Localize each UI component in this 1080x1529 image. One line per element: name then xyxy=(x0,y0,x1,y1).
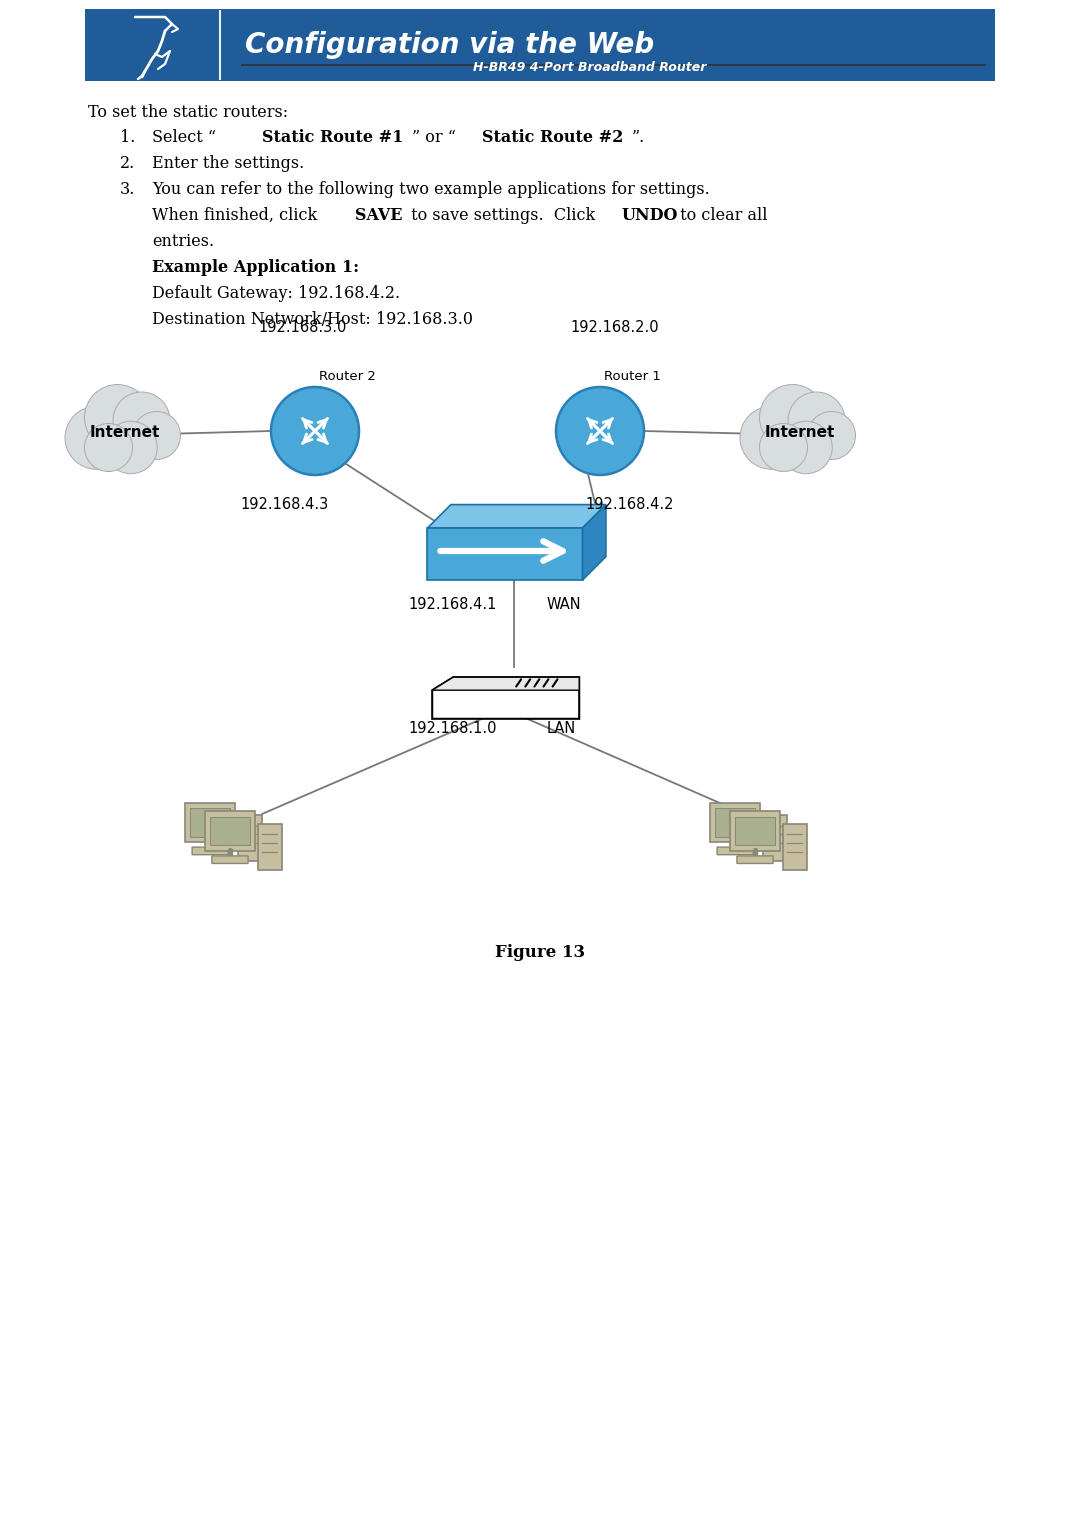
Text: 192.168.3.0: 192.168.3.0 xyxy=(259,320,347,335)
Text: Static Route #1: Static Route #1 xyxy=(262,128,403,145)
Text: 1.: 1. xyxy=(120,128,135,145)
Polygon shape xyxy=(582,505,606,579)
Text: to save settings.  Click: to save settings. Click xyxy=(406,206,600,225)
Text: 192.168.4.3: 192.168.4.3 xyxy=(241,497,329,512)
Circle shape xyxy=(271,387,359,476)
FancyBboxPatch shape xyxy=(737,856,773,864)
Text: Enter the settings.: Enter the settings. xyxy=(152,154,305,171)
Text: ”.: ”. xyxy=(632,128,645,145)
FancyBboxPatch shape xyxy=(258,824,282,870)
Circle shape xyxy=(788,391,845,450)
Polygon shape xyxy=(432,677,579,719)
FancyBboxPatch shape xyxy=(710,803,760,842)
Circle shape xyxy=(84,384,150,451)
FancyBboxPatch shape xyxy=(185,803,235,842)
FancyBboxPatch shape xyxy=(212,856,248,864)
FancyBboxPatch shape xyxy=(715,807,755,836)
Circle shape xyxy=(780,422,833,474)
Text: to clear all: to clear all xyxy=(675,206,768,225)
Text: Default Gateway: 192.168.4.2.: Default Gateway: 192.168.4.2. xyxy=(152,284,400,303)
FancyBboxPatch shape xyxy=(190,807,230,836)
Text: 192.168.2.0: 192.168.2.0 xyxy=(570,320,659,335)
Circle shape xyxy=(65,407,129,469)
Circle shape xyxy=(740,407,804,469)
Text: Figure 13: Figure 13 xyxy=(495,943,585,962)
Text: When finished, click: When finished, click xyxy=(152,206,322,225)
Text: H-BR49 4-Port Broadband Router: H-BR49 4-Port Broadband Router xyxy=(473,61,706,73)
FancyBboxPatch shape xyxy=(85,9,995,81)
Polygon shape xyxy=(432,677,579,690)
Polygon shape xyxy=(428,505,606,528)
Text: Static Route #2: Static Route #2 xyxy=(482,128,623,145)
Text: 2.: 2. xyxy=(120,154,135,171)
Circle shape xyxy=(84,424,133,471)
Text: ” or “: ” or “ xyxy=(411,128,456,145)
Text: Configuration via the Web: Configuration via the Web xyxy=(245,31,654,60)
Text: entries.: entries. xyxy=(152,232,214,251)
Text: Select “: Select “ xyxy=(152,128,216,145)
Text: You can refer to the following two example applications for settings.: You can refer to the following two examp… xyxy=(152,180,710,197)
Text: Example Application 1:: Example Application 1: xyxy=(152,258,360,277)
Text: WAN: WAN xyxy=(546,596,582,612)
FancyBboxPatch shape xyxy=(717,847,754,855)
Text: Internet: Internet xyxy=(90,425,160,440)
FancyBboxPatch shape xyxy=(192,847,228,855)
FancyBboxPatch shape xyxy=(735,816,774,846)
Circle shape xyxy=(113,391,170,450)
Text: SAVE: SAVE xyxy=(355,206,403,225)
Text: 192.168.1.0: 192.168.1.0 xyxy=(408,722,497,735)
Circle shape xyxy=(133,411,180,460)
Text: 192.168.4.1: 192.168.4.1 xyxy=(409,596,497,612)
Text: Internet: Internet xyxy=(765,425,835,440)
FancyBboxPatch shape xyxy=(238,815,261,861)
Text: Router 2: Router 2 xyxy=(320,370,376,382)
FancyBboxPatch shape xyxy=(730,812,780,850)
FancyBboxPatch shape xyxy=(205,812,255,850)
Polygon shape xyxy=(428,528,582,579)
Circle shape xyxy=(759,384,825,451)
Text: 192.168.4.2: 192.168.4.2 xyxy=(585,497,674,512)
FancyBboxPatch shape xyxy=(211,816,249,846)
Text: UNDO: UNDO xyxy=(622,206,678,225)
Circle shape xyxy=(808,411,855,460)
Text: Router 1: Router 1 xyxy=(605,370,661,382)
Text: LAN: LAN xyxy=(546,722,577,735)
Text: 3.: 3. xyxy=(120,180,135,197)
Text: Destination Network/Host: 192.168.3.0: Destination Network/Host: 192.168.3.0 xyxy=(152,310,473,329)
Circle shape xyxy=(759,424,808,471)
Circle shape xyxy=(105,422,158,474)
Circle shape xyxy=(556,387,644,476)
FancyBboxPatch shape xyxy=(783,824,807,870)
FancyBboxPatch shape xyxy=(762,815,787,861)
Text: To set the static routers:: To set the static routers: xyxy=(87,104,288,121)
